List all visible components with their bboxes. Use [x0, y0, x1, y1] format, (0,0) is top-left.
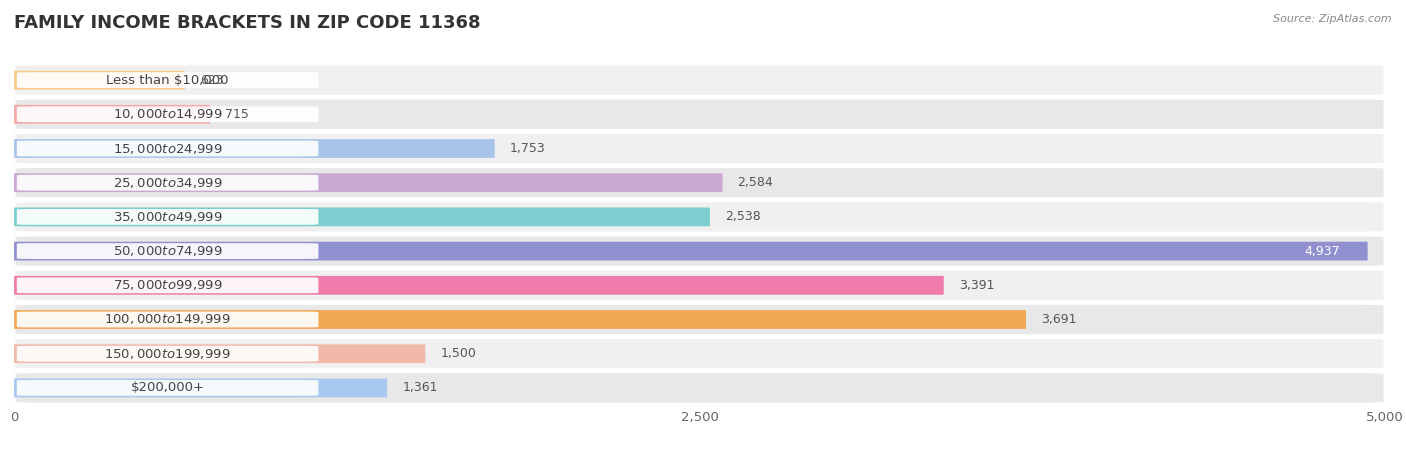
FancyBboxPatch shape — [14, 105, 209, 124]
Text: 3,391: 3,391 — [959, 279, 994, 292]
Text: $15,000 to $24,999: $15,000 to $24,999 — [112, 141, 222, 156]
FancyBboxPatch shape — [17, 209, 318, 225]
FancyBboxPatch shape — [17, 72, 318, 88]
FancyBboxPatch shape — [14, 276, 943, 295]
Text: 4,937: 4,937 — [1305, 245, 1340, 257]
Text: 1,361: 1,361 — [402, 382, 437, 394]
Text: $50,000 to $74,999: $50,000 to $74,999 — [112, 244, 222, 258]
Text: 2,538: 2,538 — [725, 211, 761, 223]
Text: $10,000 to $14,999: $10,000 to $14,999 — [112, 107, 222, 122]
Text: $100,000 to $149,999: $100,000 to $149,999 — [104, 312, 231, 327]
FancyBboxPatch shape — [14, 173, 723, 192]
Text: $25,000 to $34,999: $25,000 to $34,999 — [112, 176, 222, 190]
Text: $75,000 to $99,999: $75,000 to $99,999 — [112, 278, 222, 293]
Text: 1,500: 1,500 — [440, 347, 477, 360]
Text: $200,000+: $200,000+ — [131, 382, 205, 394]
FancyBboxPatch shape — [17, 346, 318, 362]
Text: 623: 623 — [200, 74, 224, 86]
Text: FAMILY INCOME BRACKETS IN ZIP CODE 11368: FAMILY INCOME BRACKETS IN ZIP CODE 11368 — [14, 14, 481, 32]
FancyBboxPatch shape — [14, 132, 1385, 165]
FancyBboxPatch shape — [17, 380, 318, 396]
FancyBboxPatch shape — [14, 235, 1385, 267]
FancyBboxPatch shape — [14, 207, 710, 226]
FancyBboxPatch shape — [14, 378, 387, 397]
Text: 3,691: 3,691 — [1040, 313, 1077, 326]
FancyBboxPatch shape — [14, 201, 1385, 233]
FancyBboxPatch shape — [17, 277, 318, 293]
FancyBboxPatch shape — [17, 140, 318, 157]
FancyBboxPatch shape — [14, 269, 1385, 302]
FancyBboxPatch shape — [14, 310, 1026, 329]
Text: 715: 715 — [225, 108, 249, 121]
FancyBboxPatch shape — [14, 372, 1385, 404]
FancyBboxPatch shape — [17, 175, 318, 191]
FancyBboxPatch shape — [14, 139, 495, 158]
Text: 2,584: 2,584 — [738, 176, 773, 189]
FancyBboxPatch shape — [14, 338, 1385, 370]
FancyBboxPatch shape — [14, 166, 1385, 199]
FancyBboxPatch shape — [14, 64, 1385, 96]
Text: $35,000 to $49,999: $35,000 to $49,999 — [112, 210, 222, 224]
FancyBboxPatch shape — [14, 98, 1385, 130]
FancyBboxPatch shape — [14, 71, 184, 90]
Text: $150,000 to $199,999: $150,000 to $199,999 — [104, 346, 231, 361]
Text: Less than $10,000: Less than $10,000 — [107, 74, 229, 86]
FancyBboxPatch shape — [17, 106, 318, 122]
Text: Source: ZipAtlas.com: Source: ZipAtlas.com — [1274, 14, 1392, 23]
Text: 1,753: 1,753 — [510, 142, 546, 155]
FancyBboxPatch shape — [14, 344, 426, 363]
FancyBboxPatch shape — [17, 243, 318, 259]
FancyBboxPatch shape — [14, 303, 1385, 336]
FancyBboxPatch shape — [14, 242, 1368, 261]
FancyBboxPatch shape — [17, 311, 318, 328]
